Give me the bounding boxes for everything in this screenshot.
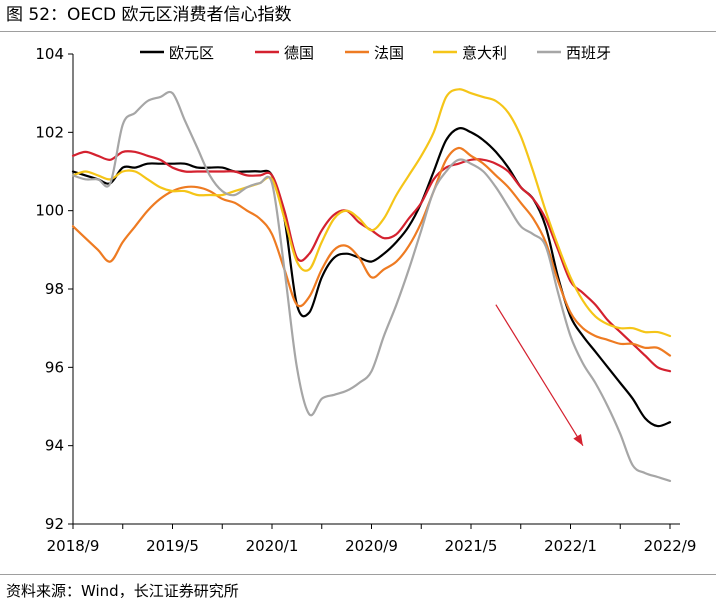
x-axis-ticks: 2018/9 2019/5 2020/1 2020/9 2021/5 2022/1 2022… bbox=[47, 524, 697, 555]
title-divider bbox=[0, 31, 716, 32]
y-axis-ticks: 92 94 96 98 100 102 104 bbox=[35, 45, 73, 533]
legend-label-0: 欧元区 bbox=[169, 44, 214, 62]
trend-arrow-head bbox=[573, 433, 583, 446]
y-tick-label: 98 bbox=[45, 280, 64, 298]
series-lines bbox=[71, 88, 672, 482]
y-tick-label: 102 bbox=[35, 123, 64, 141]
trend-arrow-line bbox=[495, 304, 584, 446]
legend-label-1: 德国 bbox=[284, 44, 314, 62]
x-tick-label: 2019/5 bbox=[146, 537, 199, 555]
x-tick-label: 2020/9 bbox=[345, 537, 398, 555]
source-note: 资料来源：Wind，长江证券研究所 bbox=[6, 582, 239, 600]
x-tick-label: 2018/9 bbox=[47, 537, 100, 555]
y-tick-label: 100 bbox=[35, 202, 64, 220]
y-tick-label: 104 bbox=[35, 45, 64, 63]
source-divider bbox=[0, 574, 716, 575]
figure-title: 图 52：OECD 欧元区消费者信心指数 bbox=[6, 5, 292, 25]
x-tick-label: 2021/5 bbox=[445, 537, 498, 555]
series-line-4 bbox=[71, 90, 672, 482]
annotations bbox=[495, 304, 584, 446]
legend-label-4: 西班牙 bbox=[566, 44, 611, 62]
y-tick-label: 96 bbox=[45, 358, 64, 376]
y-tick-label: 92 bbox=[45, 515, 64, 533]
legend: 欧元区 德国 法国 意大利 西班牙 bbox=[140, 44, 611, 62]
x-tick-label: 2022/1 bbox=[544, 537, 597, 555]
x-tick-label: 2020/1 bbox=[246, 537, 299, 555]
legend-label-3: 意大利 bbox=[462, 44, 507, 62]
series-line-2 bbox=[71, 146, 672, 357]
series-line-3 bbox=[71, 88, 672, 338]
series-line-0 bbox=[71, 127, 672, 428]
x-tick-label: 2022/9 bbox=[644, 537, 697, 555]
line-chart: 92 94 96 98 100 102 104 2018/9 2019/5 2020/1 2020… bbox=[35, 44, 697, 555]
plot-frame bbox=[72, 54, 680, 525]
y-tick-label: 94 bbox=[45, 437, 64, 455]
legend-label-2: 法国 bbox=[374, 44, 404, 62]
